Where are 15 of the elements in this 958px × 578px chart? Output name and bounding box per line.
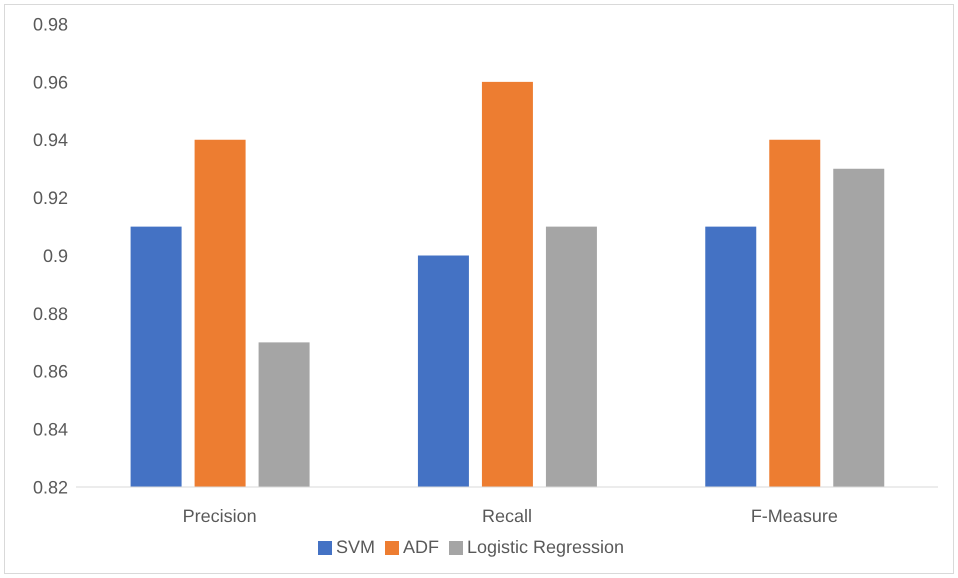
legend-label: SVM: [336, 537, 375, 557]
legend-label: Logistic Regression: [466, 537, 624, 557]
y-tick-label: 0.96: [32, 72, 68, 92]
y-tick-label: 0.86: [32, 362, 68, 382]
y-tick-label: 0.98: [32, 14, 68, 34]
y-tick-label: 0.92: [32, 188, 68, 208]
y-tick-label: 0.82: [32, 477, 68, 498]
y-tick-label: 0.88: [32, 304, 68, 324]
y-tick-label: 0.9: [42, 246, 68, 266]
x-tick-label: Precision: [182, 506, 257, 526]
y-tick-label: 0.94: [32, 130, 68, 150]
y-tick-label: 0.84: [32, 420, 68, 440]
x-tick-label: F-Measure: [750, 506, 838, 526]
legend-label: ADF: [402, 537, 439, 557]
x-tick-label: Recall: [482, 506, 532, 526]
